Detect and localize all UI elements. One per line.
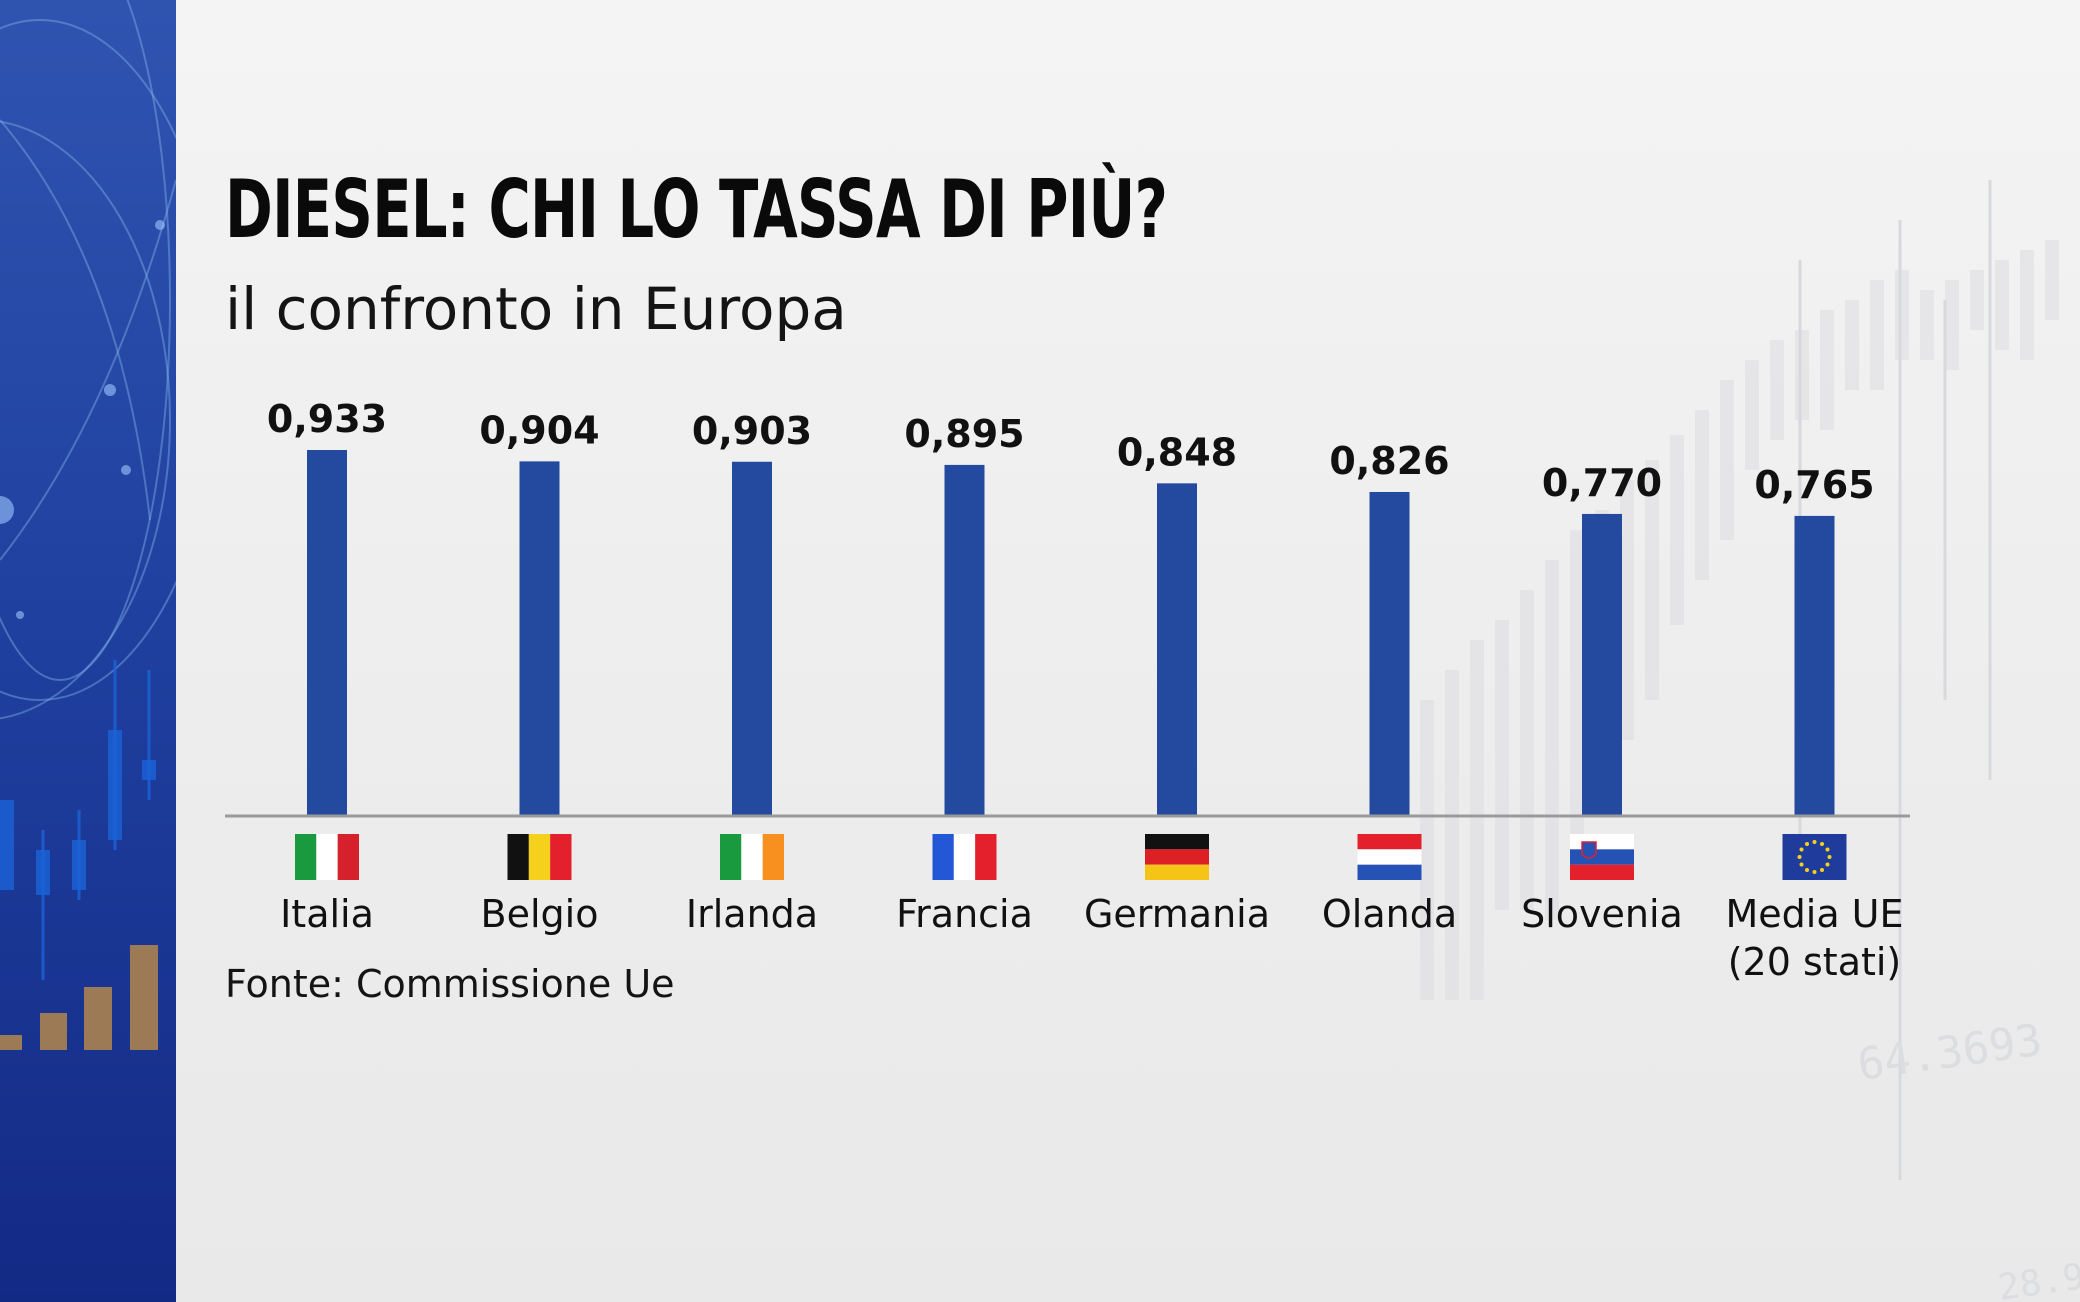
bar-1 xyxy=(519,461,560,816)
bar-4 xyxy=(1157,483,1197,816)
category-label-6: Slovenia xyxy=(1521,892,1683,936)
category-label-3: Francia xyxy=(896,892,1033,936)
source-note: Fonte: Commissione Ue xyxy=(225,962,675,1006)
bar-3 xyxy=(944,464,985,816)
value-label-4: 0,848 xyxy=(1117,430,1237,474)
value-label-0: 0,933 xyxy=(267,397,387,441)
value-label-5: 0,826 xyxy=(1329,439,1449,483)
value-label-1: 0,904 xyxy=(479,408,599,452)
category-label-7: Media UE (20 stati) xyxy=(1725,892,1903,984)
value-label-3: 0,895 xyxy=(904,412,1024,456)
category-label-2: Irlanda xyxy=(686,892,818,936)
category-label-1: Belgio xyxy=(481,892,599,936)
category-label-5: Olanda xyxy=(1322,892,1457,936)
netherlands-flag xyxy=(1357,834,1422,880)
italy-flag xyxy=(295,834,359,880)
bar-0 xyxy=(307,450,347,816)
bar-6 xyxy=(1582,513,1622,816)
category-label-0: Italia xyxy=(280,892,374,936)
value-label-2: 0,903 xyxy=(692,409,812,453)
france-flag xyxy=(932,834,997,880)
ireland-flag xyxy=(720,834,784,880)
category-labels-group: Italia Belgio Irlanda Francia Germania Olanda… xyxy=(280,892,1903,984)
belgium-flag xyxy=(507,834,572,880)
flags-group xyxy=(295,834,1847,880)
category-label-4: Germania xyxy=(1084,892,1270,936)
eu-flag xyxy=(1782,834,1847,880)
chart-title: DIESEL: CHI LO TASSA DI PIÙ? xyxy=(225,163,1168,256)
labels-group: 0,933 0,904 0,903 0,895 0,848 0,826 0,770 0,765 xyxy=(267,397,1875,507)
value-label-6: 0,770 xyxy=(1542,461,1662,505)
chart-subtitle: il confronto in Europa xyxy=(225,275,847,343)
germany-flag xyxy=(1145,834,1209,880)
bar-7 xyxy=(1794,515,1835,816)
bar-5 xyxy=(1369,491,1410,816)
bar-2 xyxy=(732,461,772,816)
slovenia-flag xyxy=(1570,834,1634,880)
side-panel-decoration xyxy=(0,0,176,1302)
value-label-7: 0,765 xyxy=(1754,463,1874,507)
bars-group xyxy=(307,450,1835,816)
